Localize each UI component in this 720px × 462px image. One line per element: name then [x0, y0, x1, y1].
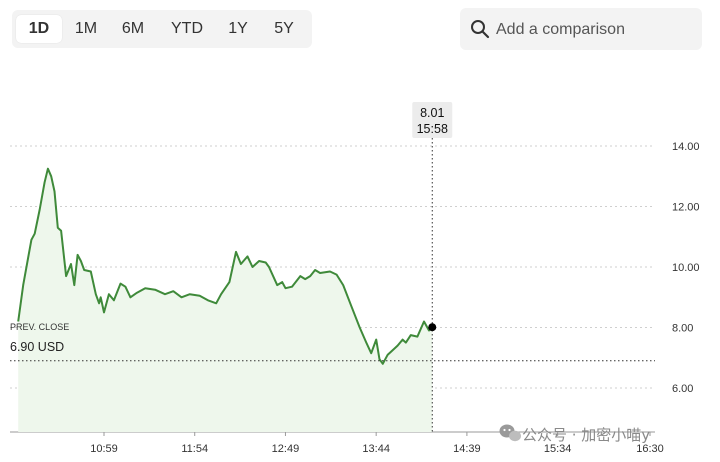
y-tick-label: 12.00 [672, 202, 700, 214]
prev-close-label: PREV. CLOSE [10, 322, 69, 332]
y-tick-label: 6.00 [672, 383, 693, 395]
x-tick-label: 10:59 [90, 443, 118, 455]
y-tick-label: 14.00 [672, 141, 700, 153]
watermark: 公众号 · 加密小喵y [499, 424, 650, 444]
price-line [17, 167, 434, 365]
y-axis-ticks: 14.00 12.00 10.00 8.00 6.00 [672, 141, 700, 395]
tab-1y[interactable]: 1Y [228, 20, 248, 37]
time-range-selector: 1D 1M 6M YTD 1Y 5Y [12, 10, 312, 48]
x-tick-label: 12:49 [272, 443, 300, 455]
search-icon [471, 20, 490, 39]
comparison-search-input[interactable] [494, 14, 698, 46]
x-tick-label: 16:30 [636, 443, 664, 455]
y-tick-label: 10.00 [672, 262, 700, 274]
tab-1d[interactable]: 1D [16, 15, 62, 43]
x-tick-label: 14:39 [453, 443, 481, 455]
tooltip-value: 8.01 [420, 106, 444, 120]
x-axis-ticks: 10:59 11:54 12:49 13:44 14:39 15:34 16:30 [90, 432, 664, 455]
tab-5y[interactable]: 5Y [274, 20, 294, 37]
x-tick-label: 15:34 [544, 443, 572, 455]
price-area-fill [18, 168, 433, 432]
x-tick-label: 13:44 [362, 443, 390, 455]
tab-ytd[interactable]: YTD [171, 20, 203, 37]
hover-tooltip [412, 102, 453, 138]
tooltip-time: 15:58 [417, 122, 448, 136]
tab-1m[interactable]: 1M [74, 20, 98, 37]
tab-6m[interactable]: 6M [121, 20, 145, 37]
last-price-dot[interactable] [428, 323, 437, 332]
prev-close-value: 6.90 USD [10, 340, 64, 354]
wechat-logo-icon [499, 424, 521, 442]
x-tick-label: 11:54 [181, 443, 208, 455]
y-tick-label: 8.00 [672, 323, 693, 335]
watermark-text: 公众号 · 加密小喵y [522, 426, 650, 444]
comparison-search[interactable] [460, 8, 702, 50]
